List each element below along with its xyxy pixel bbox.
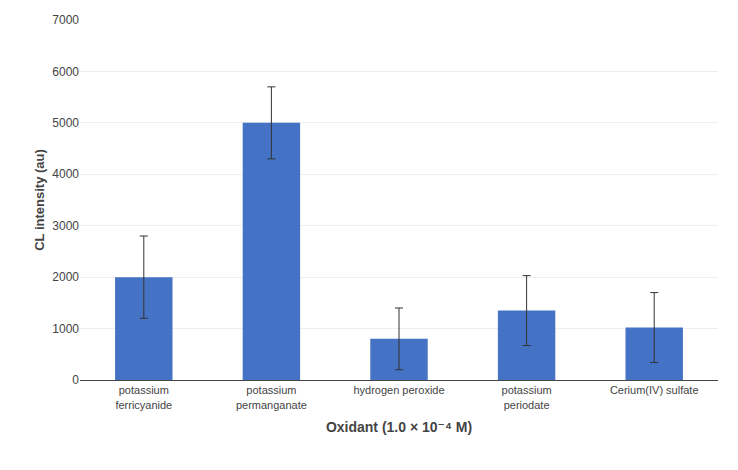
svg-text:potassiumperiodate: potassiumperiodate (502, 384, 552, 410)
svg-text:CL intensity (au): CL intensity (au) (32, 149, 47, 251)
svg-text:potassiumferricyanide: potassiumferricyanide (115, 384, 172, 410)
svg-text:Oxidant (1.0 × 10⁻⁴ M): Oxidant (1.0 × 10⁻⁴ M) (326, 419, 472, 435)
svg-text:1000: 1000 (52, 322, 79, 336)
svg-text:4000: 4000 (52, 167, 79, 181)
svg-text:potassiumpermanganate: potassiumpermanganate (236, 384, 307, 410)
svg-text:7000: 7000 (52, 13, 79, 27)
svg-text:hydrogen peroxide: hydrogen peroxide (353, 384, 444, 396)
svg-text:Cerium(IV) sulfate: Cerium(IV) sulfate (610, 384, 699, 396)
svg-text:6000: 6000 (52, 65, 79, 79)
svg-text:0: 0 (72, 373, 79, 387)
svg-text:2000: 2000 (52, 270, 79, 284)
svg-text:3000: 3000 (52, 219, 79, 233)
svg-text:5000: 5000 (52, 116, 79, 130)
